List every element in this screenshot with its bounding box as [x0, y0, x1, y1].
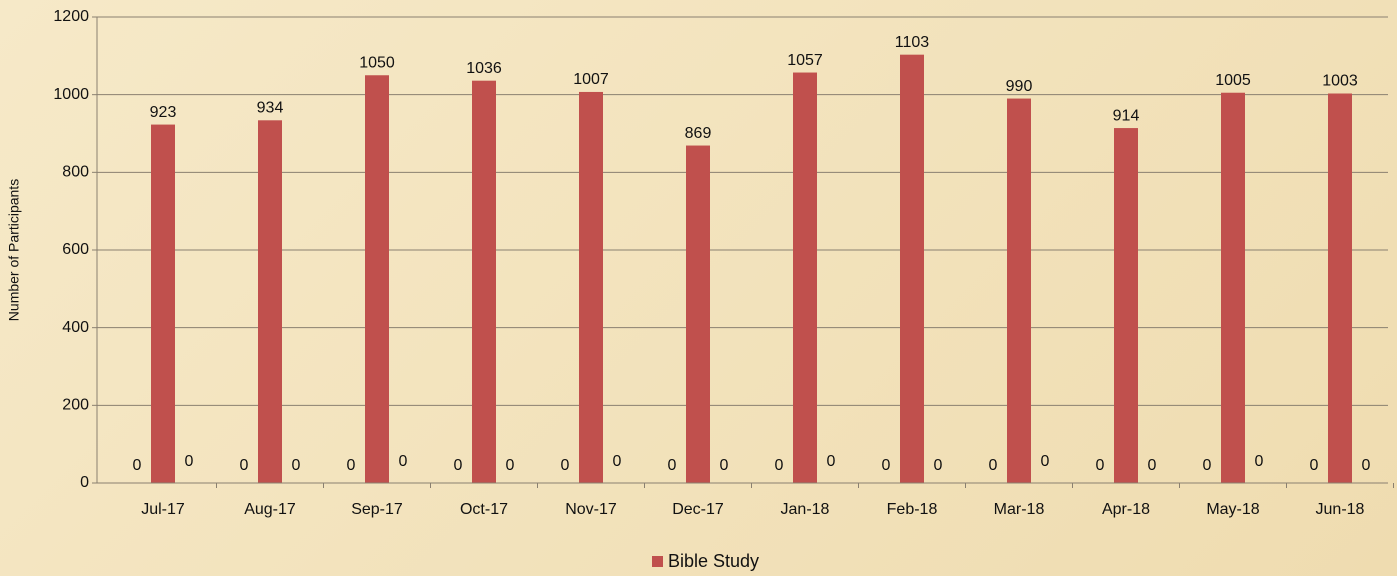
data-label: 0 [1041, 453, 1050, 470]
data-label: 0 [1148, 457, 1157, 474]
data-label: 1057 [787, 52, 823, 69]
x-tick-label: Nov-17 [565, 501, 617, 518]
data-label: 0 [1310, 457, 1319, 474]
bar [900, 54, 924, 483]
x-tick-label: May-18 [1206, 501, 1259, 518]
data-label: 1050 [359, 54, 395, 71]
data-label: 0 [775, 457, 784, 474]
data-label: 0 [454, 457, 463, 474]
legend-label: Bible Study [668, 551, 759, 571]
bar [1221, 92, 1245, 483]
bar [793, 72, 817, 483]
x-tick-label: Jul-17 [141, 501, 185, 518]
x-tick-label: Jun-18 [1316, 501, 1365, 518]
legend-swatch [652, 556, 663, 567]
data-label: 0 [989, 457, 998, 474]
data-label: 0 [613, 453, 622, 470]
data-label: 0 [934, 457, 943, 474]
y-tick-label: 800 [62, 164, 89, 181]
bar [472, 80, 496, 483]
data-label: 0 [827, 453, 836, 470]
data-label: 1003 [1322, 73, 1358, 90]
bar [1328, 93, 1352, 484]
data-label: 0 [720, 457, 729, 474]
data-label: 1007 [573, 71, 609, 88]
y-tick-label: 200 [62, 397, 89, 414]
y-tick-label: 600 [62, 241, 89, 258]
data-label: 0 [882, 457, 891, 474]
x-tick-label: Feb-18 [887, 501, 938, 518]
data-label: 0 [1203, 457, 1212, 474]
data-label: 0 [506, 457, 515, 474]
data-label: 1103 [895, 34, 930, 51]
bar [579, 91, 603, 483]
data-label: 0 [240, 457, 249, 474]
data-label: 934 [257, 100, 284, 117]
data-label: 0 [1362, 457, 1371, 474]
y-tick-label: 1200 [53, 8, 89, 25]
x-tick-label: Aug-17 [244, 501, 296, 518]
x-tick-label: Mar-18 [994, 501, 1045, 518]
bar [1007, 98, 1031, 484]
data-label: 1005 [1215, 72, 1251, 89]
data-label: 914 [1113, 107, 1140, 124]
data-label: 0 [347, 457, 356, 474]
data-label: 1036 [466, 60, 502, 77]
data-label: 990 [1006, 78, 1033, 95]
x-tick-label: Oct-17 [460, 501, 508, 518]
y-tick-label: 0 [80, 474, 89, 491]
data-label: 0 [133, 457, 142, 474]
data-label: 0 [561, 457, 570, 474]
bar [686, 145, 710, 483]
data-label: 0 [668, 457, 677, 474]
y-axis-label: Number of Participants [6, 179, 22, 321]
x-tick-label: Sep-17 [351, 501, 403, 518]
y-tick-label: 400 [62, 319, 89, 336]
data-label: 0 [185, 453, 194, 470]
bar [1114, 128, 1138, 483]
x-tick-label: Jan-18 [781, 501, 830, 518]
bar [365, 75, 389, 483]
data-label: 0 [399, 453, 408, 470]
x-tick-label: Apr-18 [1102, 501, 1150, 518]
x-tick-label: Dec-17 [672, 501, 724, 518]
data-label: 0 [1096, 457, 1105, 474]
bar [151, 124, 175, 484]
data-label: 923 [150, 104, 177, 121]
data-label: 0 [1255, 453, 1264, 470]
y-tick-label: 1000 [53, 86, 89, 103]
data-label: 869 [685, 125, 712, 142]
data-label: 0 [292, 457, 301, 474]
bar [258, 120, 282, 484]
